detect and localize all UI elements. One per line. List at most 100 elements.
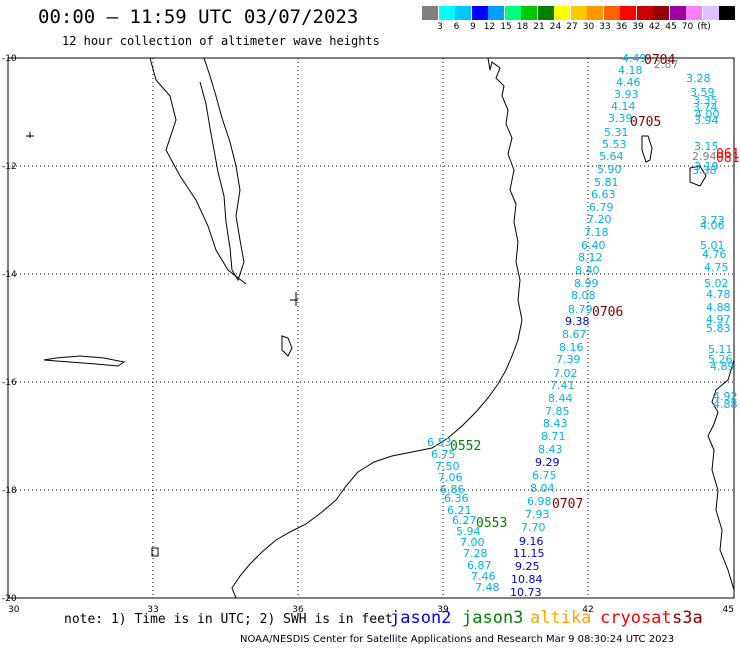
scale-swatch	[653, 6, 669, 20]
graticule	[8, 58, 734, 598]
wave-height-value: 7.18	[584, 226, 609, 239]
satellite-legend-jason2: jason2	[390, 608, 452, 628]
grand-comore	[641, 135, 653, 163]
scale-tick: 27	[566, 22, 578, 32]
wave-height-value: 8.40	[575, 264, 600, 277]
wave-height-value: 6.21	[447, 504, 472, 517]
satellite-legend-s3a: s3a	[672, 608, 703, 628]
wave-height-value: 6.27	[452, 514, 477, 527]
track-time-label: 0704	[644, 53, 675, 68]
wave-height-value: 6.86	[440, 483, 465, 496]
wave-height-value: 5.53	[602, 138, 627, 151]
wave-height-value: 8.67	[562, 328, 587, 341]
wave-height-value: 7.20	[587, 213, 612, 226]
longitude-label: 33	[147, 605, 158, 615]
wave-height-value: 8.43	[543, 417, 568, 430]
wave-height-value: 4.49	[622, 52, 647, 65]
scale-swatch	[554, 6, 570, 20]
wave-height-value: 4.06	[700, 219, 725, 232]
scale-tick: 21	[533, 22, 545, 32]
wave-height-value: 4.76	[702, 248, 727, 261]
wave-height-value: 3.15	[694, 140, 719, 153]
wave-height-value: 7.85	[545, 405, 570, 418]
wave-height-value: 2.87	[654, 58, 679, 71]
wave-height-value: 8.43	[538, 443, 563, 456]
scale-tick: 70	[681, 22, 694, 32]
track-time-label: 0552	[450, 439, 481, 454]
wave-height-value: 5.64	[599, 150, 624, 163]
credit-line: NOAA/NESDIS Center for Satellite Applica…	[240, 634, 675, 645]
wave-height-value: 4.88	[706, 301, 731, 314]
latitude-label: -16	[2, 378, 17, 388]
scale-swatch	[686, 6, 702, 20]
wave-height-value: 6.79	[589, 201, 614, 214]
note-text: note: 1) Time is in UTC; 2) SWH is in fe…	[64, 612, 393, 627]
scale-tick: 9	[470, 22, 476, 32]
wave-height-readings: 4.494.184.463.934.143.395.315.535.645.90…	[427, 52, 738, 599]
island	[26, 132, 34, 138]
latitude-label: -18	[2, 486, 17, 496]
wave-height-value: 11.15	[513, 547, 545, 560]
wave-height-value: 5.02	[704, 277, 729, 290]
scale-tick: 30	[582, 22, 595, 32]
scale-swatch	[504, 6, 521, 20]
malawi-border	[149, 57, 247, 285]
scale-tick: 12	[483, 22, 496, 32]
wave-height-value: 4.14	[611, 100, 636, 113]
scale-swatch	[702, 6, 719, 20]
wave-height-value: 5.94	[456, 525, 481, 538]
wave-height-value: 9.25	[515, 560, 540, 573]
track-time-label: 0706	[592, 305, 623, 320]
wave-height-value: 6.53	[427, 436, 452, 449]
wave-height-value: 8.79	[568, 303, 593, 316]
longitude-label: 39	[437, 605, 449, 615]
scale-swatch	[471, 6, 488, 20]
longitude-label: 45	[723, 605, 734, 615]
wave-height-value: 5.83	[706, 322, 731, 335]
wave-height-value: 6.63	[591, 188, 616, 201]
scale-tick: 3	[437, 22, 443, 32]
wave-height-value: 5.11	[708, 343, 733, 356]
wave-height-value: 2.94	[692, 150, 717, 163]
wave-height-value: 9.29	[535, 456, 560, 469]
wave-height-value: 4.78	[706, 288, 731, 301]
scale-tick: 36	[615, 22, 628, 32]
scale-tick: 42	[648, 22, 661, 32]
lake-fragment	[151, 547, 159, 557]
scale-swatch	[455, 6, 471, 20]
scale-swatch	[521, 6, 537, 20]
satellite-legend-cryosat: cryosat	[600, 608, 672, 628]
scale-tick: 45	[665, 22, 677, 32]
wave-height-value: 5.01	[700, 239, 725, 252]
track-time-label: 0707	[552, 497, 583, 512]
lake-fragment	[290, 292, 298, 306]
scale-swatch	[570, 6, 587, 20]
wave-height-value: 8.16	[559, 341, 584, 354]
longitude-label: 30	[8, 605, 20, 615]
wave-height-value: 4.89	[710, 360, 735, 373]
latitude-label: -10	[2, 54, 17, 64]
latitude-label: -14	[2, 270, 17, 280]
scale-swatch	[636, 6, 653, 20]
satellite-legend-jason3: jason3	[462, 608, 524, 628]
wave-height-value: 8.44	[548, 392, 573, 405]
wave-height-value: 7.70	[521, 521, 546, 534]
wave-height-value: 7.02	[553, 367, 578, 380]
wave-height-value: 3.38	[692, 164, 717, 177]
map-subtitle: 12 hour collection of altimeter wave hei…	[62, 34, 380, 48]
wave-height-value: 8.08	[571, 289, 596, 302]
lake-malawi	[199, 57, 245, 282]
scale-tick: 24	[549, 22, 562, 32]
map-title: 00:00 – 11:59 UTC 03/07/2023	[38, 6, 359, 28]
scale-swatch	[669, 6, 686, 20]
track-time-label: 0705	[630, 115, 661, 130]
wave-height-value: 3.19	[694, 160, 719, 173]
wave-height-value: 9.38	[565, 315, 590, 328]
scale-tick: 15	[500, 22, 512, 32]
wave-height-value: 4.00	[695, 108, 720, 121]
wave-height-value: 3.35	[693, 94, 718, 107]
wave-height-value: 6.36	[444, 492, 469, 505]
wave-height-value: 8.04	[530, 482, 555, 495]
wave-height-value: 4.97	[706, 313, 731, 326]
